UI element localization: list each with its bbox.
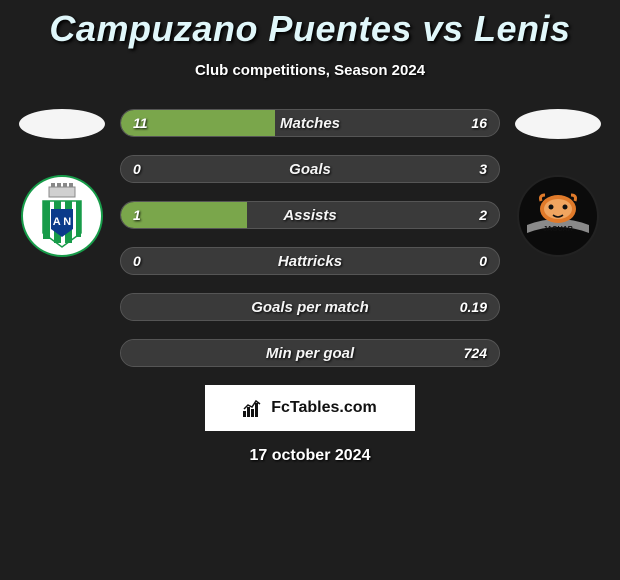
stat-label: Hattricks xyxy=(121,253,499,270)
stat-bar: Min per goal724 xyxy=(120,339,500,367)
stat-right-value: 3 xyxy=(479,161,487,177)
stat-right-value: 724 xyxy=(464,345,487,361)
left-badge-icon: A N xyxy=(21,175,103,257)
right-club-badge: JAGUAR xyxy=(517,175,599,257)
right-player-column: JAGUAR xyxy=(508,109,608,257)
subtitle: Club competitions, Season 2024 xyxy=(0,62,620,79)
stat-bar: 0Goals3 xyxy=(120,155,500,183)
stat-label: Matches xyxy=(121,115,499,132)
stats-bars: 11Matches160Goals31Assists20Hattricks0Go… xyxy=(112,109,508,367)
brand-attribution[interactable]: FcTables.com xyxy=(205,385,415,431)
stat-bar: 0Hattricks0 xyxy=(120,247,500,275)
left-player-photo xyxy=(19,109,105,139)
stat-bar: Goals per match0.19 xyxy=(120,293,500,321)
stat-bar: 11Matches16 xyxy=(120,109,500,137)
stat-label: Goals per match xyxy=(121,299,499,316)
stat-label: Goals xyxy=(121,161,499,178)
stat-label: Min per goal xyxy=(121,345,499,362)
page-title: Campuzano Puentes vs Lenis xyxy=(0,0,620,50)
right-badge-icon: JAGUAR xyxy=(517,175,599,257)
date-text: 17 october 2024 xyxy=(0,447,620,465)
stat-label: Assists xyxy=(121,207,499,224)
right-player-photo xyxy=(515,109,601,139)
stat-right-value: 16 xyxy=(471,115,487,131)
comparison-panel: A N 11Matches160Goals31Assists20Hattrick… xyxy=(0,109,620,367)
stat-right-value: 0.19 xyxy=(460,299,487,315)
stat-right-value: 0 xyxy=(479,253,487,269)
svg-text:A N: A N xyxy=(53,216,72,228)
brand-icon xyxy=(243,399,265,417)
stat-bar: 1Assists2 xyxy=(120,201,500,229)
brand-text: FcTables.com xyxy=(271,399,377,417)
left-club-badge: A N xyxy=(21,175,103,257)
stat-right-value: 2 xyxy=(479,207,487,223)
svg-text:JAGUAR: JAGUAR xyxy=(543,226,573,233)
left-player-column: A N xyxy=(12,109,112,257)
